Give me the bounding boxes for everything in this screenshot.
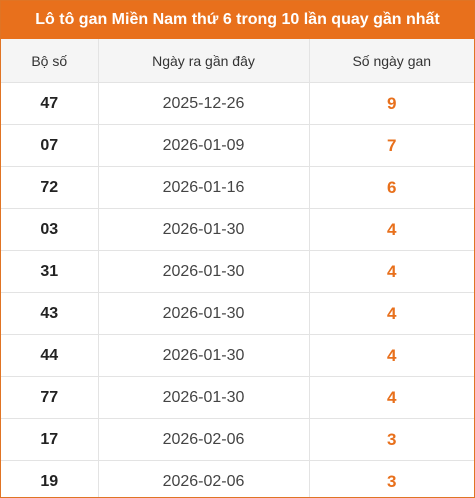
table-row: 19 2026-02-06 3 [1,460,474,497]
cell-number: 07 [1,124,99,167]
cell-gan-days: 6 [309,166,474,209]
cell-date: 2026-02-06 [98,418,310,461]
table-row: 77 2026-01-30 4 [1,376,474,419]
cell-date: 2026-01-30 [98,208,310,251]
cell-date: 2026-01-09 [98,124,310,167]
cell-number: 47 [1,82,99,125]
cell-number: 43 [1,292,99,335]
header-so-ngay-gan: Số ngày gan [309,39,474,83]
cell-date: 2026-02-06 [98,460,310,497]
lo-gan-table: Bộ số Ngày ra gần đây Số ngày gan 47 2025… [1,39,474,497]
header-bo-so: Bộ số [1,39,99,83]
cell-number: 72 [1,166,99,209]
cell-gan-days: 3 [309,418,474,461]
table-row: 03 2026-01-30 4 [1,208,474,251]
cell-number: 44 [1,334,99,377]
cell-gan-days: 4 [309,208,474,251]
cell-gan-days: 7 [309,124,474,167]
cell-gan-days: 4 [309,250,474,293]
cell-gan-days: 4 [309,376,474,419]
cell-gan-days: 9 [309,82,474,125]
header-row: Bộ số Ngày ra gần đây Số ngày gan [1,39,474,83]
cell-date: 2026-01-30 [98,376,310,419]
cell-number: 77 [1,376,99,419]
cell-date: 2026-01-16 [98,166,310,209]
cell-number: 31 [1,250,99,293]
cell-date: 2025-12-26 [98,82,310,125]
cell-date: 2026-01-30 [98,292,310,335]
table-row: 07 2026-01-09 7 [1,124,474,167]
panel-title: Lô tô gan Miền Nam thứ 6 trong 10 lần qu… [1,1,474,39]
header-ngay-ra: Ngày ra gần đây [98,39,310,83]
table-row: 17 2026-02-06 3 [1,418,474,461]
cell-date: 2026-01-30 [98,250,310,293]
table-row: 43 2026-01-30 4 [1,292,474,335]
table-row: 31 2026-01-30 4 [1,250,474,293]
cell-gan-days: 4 [309,292,474,335]
table-row: 72 2026-01-16 6 [1,166,474,209]
table-row: 44 2026-01-30 4 [1,334,474,377]
cell-number: 03 [1,208,99,251]
table-body: 47 2025-12-26 9 07 2026-01-09 7 72 2026-01-16 6 0… [1,82,474,497]
cell-number: 19 [1,460,99,497]
table-header: Bộ số Ngày ra gần đây Số ngày gan [1,39,474,83]
cell-number: 17 [1,418,99,461]
table-row: 47 2025-12-26 9 [1,82,474,125]
cell-date: 2026-01-30 [98,334,310,377]
cell-gan-days: 4 [309,334,474,377]
cell-gan-days: 3 [309,460,474,497]
